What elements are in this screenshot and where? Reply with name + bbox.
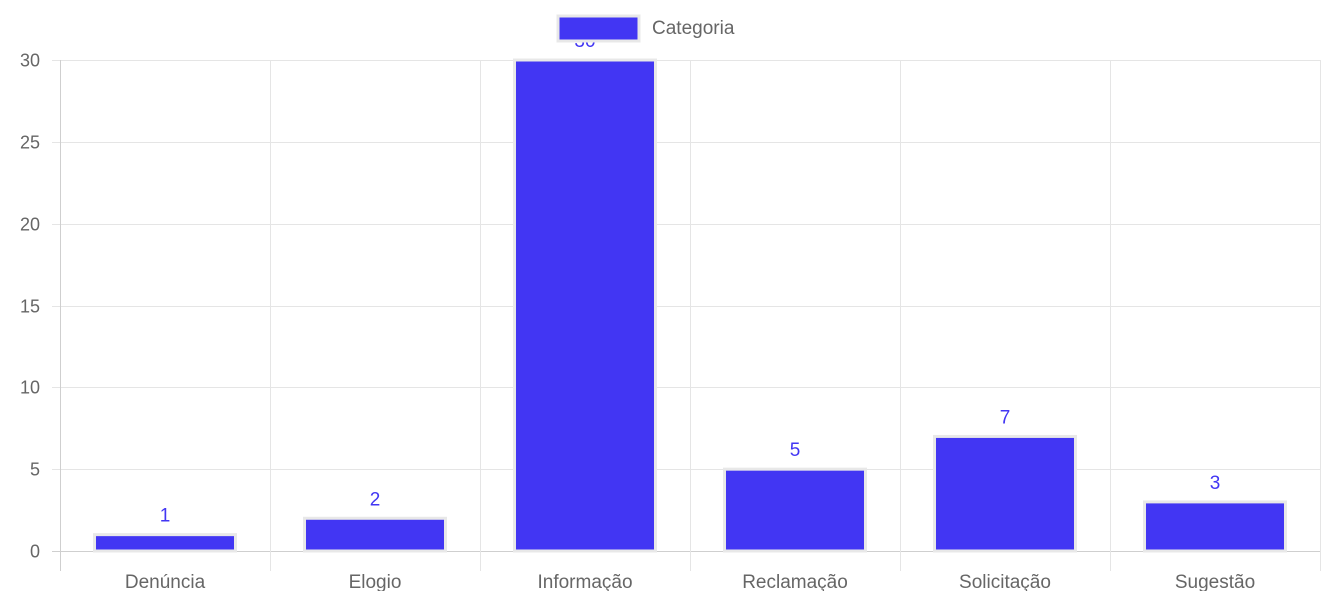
bar-solicitação[interactable] bbox=[933, 434, 1077, 553]
x-tick-label: Reclamação bbox=[742, 572, 848, 591]
bar-denúncia[interactable] bbox=[93, 533, 237, 553]
x-tick-label: Informação bbox=[537, 572, 632, 591]
y-tick-label: 25 bbox=[20, 133, 40, 153]
y-tick-label: 30 bbox=[20, 51, 40, 71]
value-label: 5 bbox=[790, 440, 801, 461]
y-tick-label: 10 bbox=[20, 378, 40, 398]
x-tick-label: Solicitação bbox=[959, 572, 1051, 591]
bar-elogio[interactable] bbox=[303, 516, 447, 553]
y-tick-label: 15 bbox=[20, 297, 40, 317]
value-label: 1 bbox=[160, 506, 171, 527]
bar-sugestão[interactable] bbox=[1143, 500, 1287, 553]
x-tick-label: Sugestão bbox=[1175, 572, 1255, 591]
value-label: 7 bbox=[1000, 407, 1011, 428]
x-tick-label: Elogio bbox=[349, 572, 402, 591]
legend-label-categoria: Categoria bbox=[652, 18, 735, 39]
bars bbox=[93, 58, 1287, 553]
grid bbox=[52, 60, 1321, 571]
legend-swatch bbox=[556, 14, 641, 43]
value-label: 3 bbox=[1210, 473, 1221, 494]
y-tick-label: 20 bbox=[20, 215, 40, 235]
y-tick-label: 0 bbox=[30, 542, 40, 562]
y-tick-label: 5 bbox=[30, 460, 40, 480]
x-tick-label: Denúncia bbox=[125, 572, 206, 591]
bar-informação[interactable] bbox=[513, 58, 657, 553]
legend[interactable]: Categoria bbox=[556, 14, 735, 43]
value-label: 2 bbox=[370, 489, 381, 510]
bar-reclamação[interactable] bbox=[723, 467, 867, 553]
